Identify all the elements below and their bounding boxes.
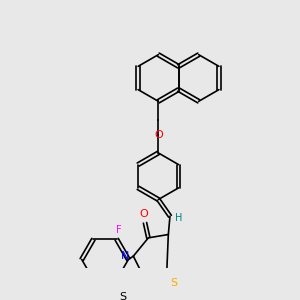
Text: O: O bbox=[154, 130, 163, 140]
Text: N: N bbox=[121, 251, 129, 261]
Text: S: S bbox=[119, 292, 126, 300]
Text: H: H bbox=[175, 213, 182, 223]
Text: O: O bbox=[139, 209, 148, 219]
Text: S: S bbox=[170, 278, 177, 288]
Text: F: F bbox=[116, 225, 121, 235]
